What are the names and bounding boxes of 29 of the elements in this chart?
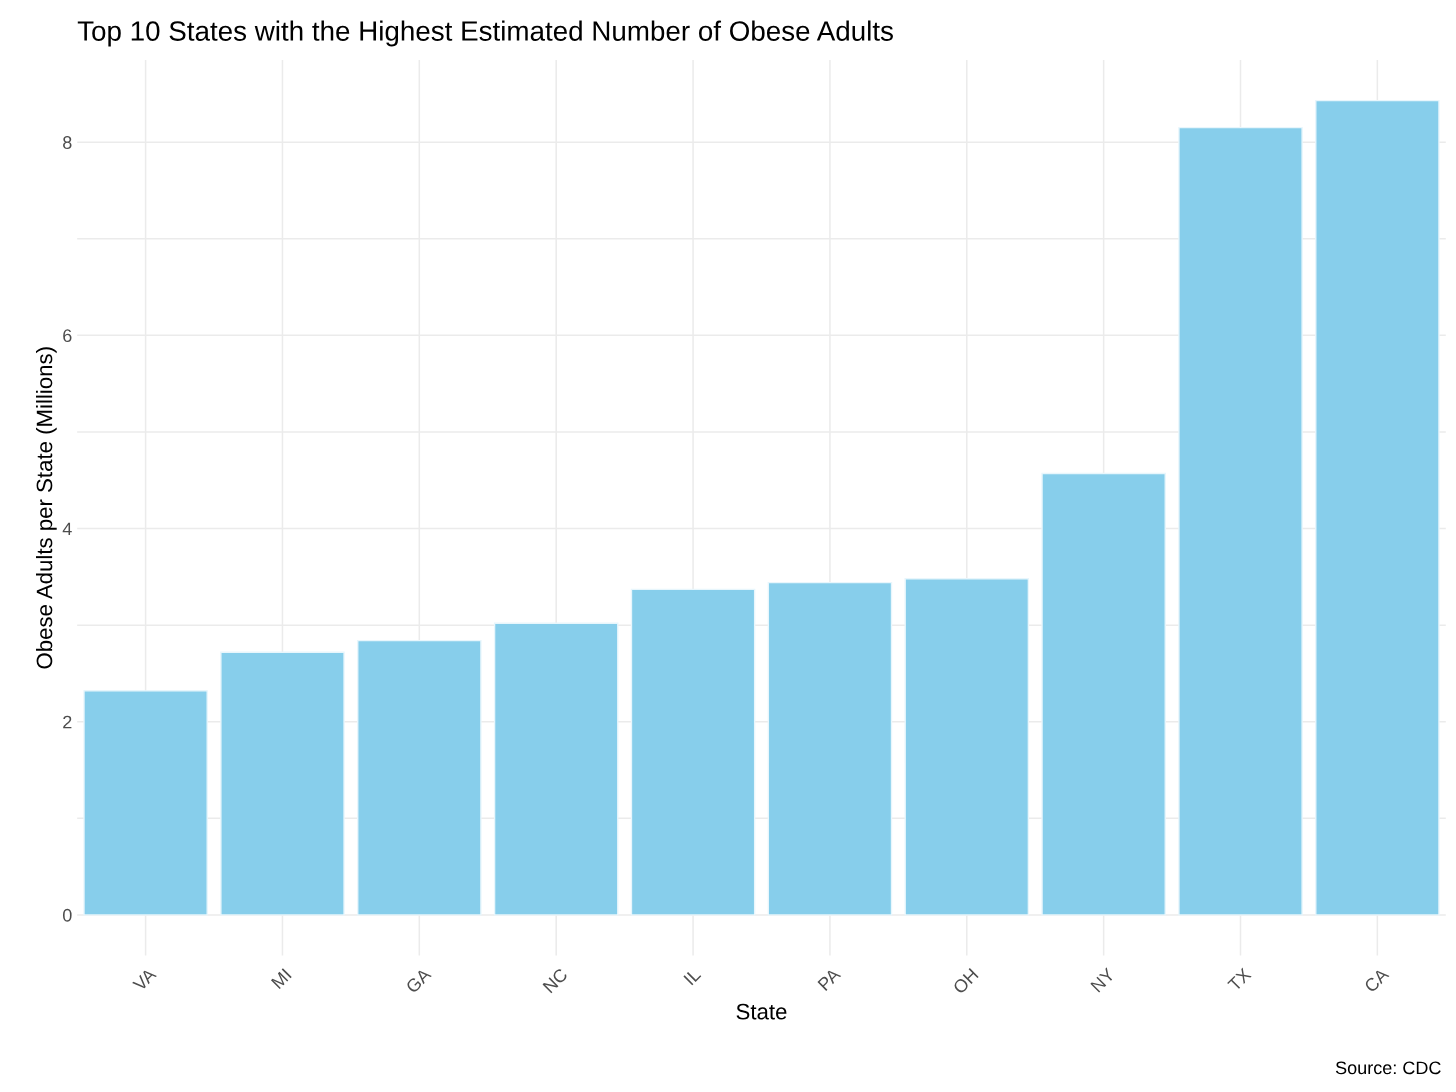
x-tick-label: GA [405,966,432,994]
bar [493,622,619,916]
chart-title: Top 10 States with the Highest Estimated Number of Obese Adults [77,20,893,47]
source-note: Source: CDC [1335,1061,1441,1075]
bar [220,651,345,916]
bar [1041,472,1166,916]
x-axis-title: State [736,1003,787,1020]
x-tick-label: VA [132,967,157,992]
y-tick-label: 0 [62,908,72,922]
x-tick-label: CA [1363,966,1390,994]
y-axis-title: Obese Adults per State (Millions) [36,347,57,669]
bar [1178,126,1303,916]
bar [1315,99,1440,916]
y-tick-label: 2 [63,715,72,729]
y-tick-label: 6 [63,329,72,343]
bar [904,578,1030,916]
x-tick-label: IL [683,967,702,986]
bar [83,690,208,916]
x-tick-label: TX [1227,967,1252,992]
x-tick-label: PA [817,967,842,991]
x-tick-label: NY [1090,967,1116,993]
y-tick-label: 8 [63,136,72,149]
y-tick-label: 4 [62,522,72,536]
x-tick-label: MI [270,968,292,989]
bar [767,581,893,916]
x-tick-label: OH [952,967,979,995]
x-tick-label: NC [542,967,569,994]
bar [357,639,482,916]
bar [630,588,756,916]
